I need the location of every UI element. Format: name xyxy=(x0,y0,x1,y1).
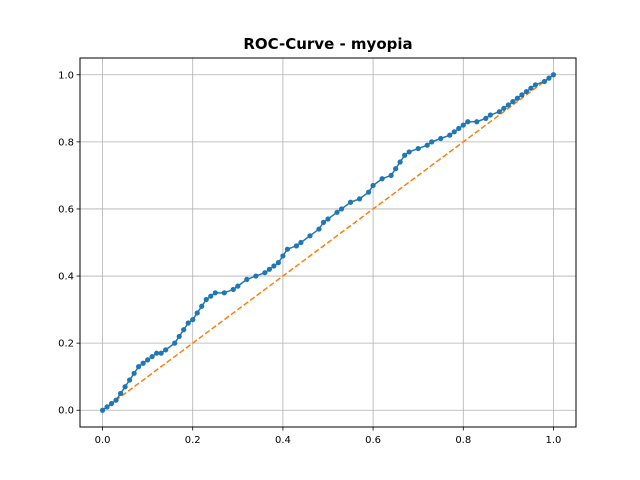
roc-point xyxy=(163,347,169,353)
roc-point xyxy=(487,112,493,118)
roc-point xyxy=(99,407,106,413)
roc-point xyxy=(365,189,372,195)
roc-point xyxy=(244,276,250,282)
roc-point xyxy=(505,102,511,108)
roc-point xyxy=(483,115,489,121)
y-tick-label: 0.4 xyxy=(58,272,74,283)
roc-point xyxy=(154,350,160,356)
roc-point xyxy=(370,182,376,189)
roc-point xyxy=(496,109,502,115)
axes-frame xyxy=(79,57,577,428)
roc-point xyxy=(293,243,300,249)
chart-title: ROC-Curve - myopia xyxy=(243,35,412,53)
roc-point xyxy=(347,199,354,205)
roc-point xyxy=(406,149,412,155)
roc-point xyxy=(212,290,218,296)
grid-lines xyxy=(80,58,576,427)
roc-point xyxy=(550,72,557,78)
roc-point xyxy=(136,364,142,370)
roc-point xyxy=(221,290,227,296)
x-tick-label: 0.8 xyxy=(455,435,471,446)
roc-point xyxy=(514,95,520,101)
roc-point xyxy=(510,99,516,105)
roc-point xyxy=(298,239,304,246)
x-tick-label: 1.0 xyxy=(546,435,562,446)
roc-point xyxy=(528,85,534,91)
roc-point xyxy=(275,260,281,266)
roc-point xyxy=(320,219,327,225)
roc-point xyxy=(127,377,133,383)
roc-point xyxy=(546,75,552,81)
roc-point xyxy=(429,139,435,145)
roc-point xyxy=(541,78,548,85)
roc-point xyxy=(532,82,539,88)
roc-point xyxy=(397,159,403,165)
roc-point xyxy=(379,176,385,182)
roc-point xyxy=(474,119,480,125)
roc-point xyxy=(253,273,259,279)
y-tick-label: 0.0 xyxy=(58,406,74,417)
roc-point xyxy=(415,145,421,152)
roc-point xyxy=(456,125,462,132)
diagonal-reference-line xyxy=(102,74,554,411)
roc-point xyxy=(280,253,286,259)
y-tick-label: 0.6 xyxy=(58,204,74,215)
roc-point xyxy=(203,296,209,303)
roc-point xyxy=(465,119,471,125)
roc-point xyxy=(460,122,466,128)
roc-point xyxy=(501,105,507,111)
roc-point xyxy=(122,384,128,390)
y-tick-label: 0.2 xyxy=(58,339,74,350)
roc-point xyxy=(194,310,200,316)
roc-point xyxy=(307,233,313,239)
roc-point xyxy=(284,246,291,252)
roc-point xyxy=(108,400,115,407)
x-tick-label: 0.4 xyxy=(275,435,291,446)
roc-point xyxy=(104,404,110,410)
x-tick-label: 0.6 xyxy=(365,435,381,446)
roc-point xyxy=(262,270,268,276)
roc-point xyxy=(338,206,345,212)
x-axis: 0.0 0.2 0.4 0.6 0.8 1.0 xyxy=(95,427,562,446)
roc-point xyxy=(176,333,182,340)
roc-point xyxy=(149,353,155,360)
roc-point xyxy=(199,303,205,309)
roc-point xyxy=(172,340,178,346)
roc-point xyxy=(523,88,530,95)
roc-point xyxy=(113,397,119,403)
roc-point xyxy=(438,135,444,142)
roc-point xyxy=(519,92,525,98)
y-axis: 0.0 0.2 0.4 0.6 0.8 1.0 xyxy=(58,70,80,417)
roc-point xyxy=(356,196,363,202)
roc-point xyxy=(140,360,146,366)
roc-point xyxy=(190,317,196,323)
plot-area xyxy=(99,72,557,413)
roc-point xyxy=(230,286,236,293)
x-tick-label: 0.0 xyxy=(95,435,111,446)
roc-point xyxy=(447,132,453,138)
roc-point xyxy=(145,357,151,363)
roc-point xyxy=(158,350,164,356)
roc-point xyxy=(185,320,191,326)
roc-point xyxy=(266,266,272,272)
roc-point xyxy=(424,142,430,148)
roc-point xyxy=(402,152,408,158)
roc-point xyxy=(181,327,187,333)
roc-point xyxy=(208,293,214,299)
roc-point xyxy=(316,226,322,232)
roc-point xyxy=(235,283,241,289)
x-tick-label: 0.2 xyxy=(185,435,201,446)
roc-point xyxy=(388,172,394,179)
roc-point xyxy=(117,390,124,397)
roc-point xyxy=(271,263,277,269)
roc-point xyxy=(334,209,340,215)
roc-point xyxy=(131,370,137,376)
roc-point xyxy=(451,129,457,135)
y-tick-label: 0.8 xyxy=(58,137,74,148)
roc-point xyxy=(325,216,331,222)
roc-point xyxy=(393,166,399,172)
y-tick-label: 1.0 xyxy=(58,70,74,81)
